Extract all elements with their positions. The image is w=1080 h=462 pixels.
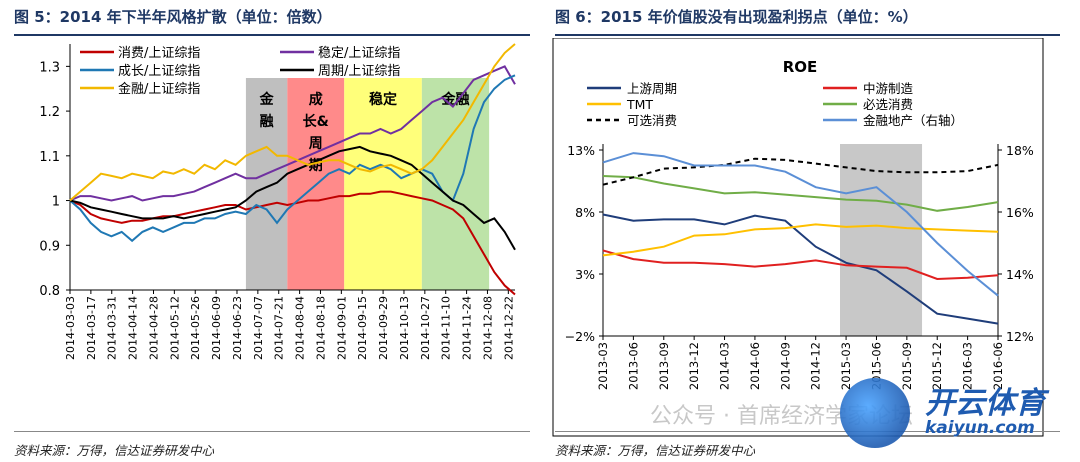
right-title-rule: [555, 34, 1060, 36]
x-tick-label: 2013-09: [657, 342, 671, 390]
right-y-tick-label: 12%: [1006, 329, 1034, 344]
left-figure-title: 图 5：2014 年下半年风格扩散（单位：倍数）: [14, 8, 332, 26]
x-tick-label: 2014-06-09: [210, 296, 223, 360]
series-line-4: [602, 157, 999, 186]
x-tick-label: 2015-09: [900, 342, 914, 390]
legend-label-2: TMT: [626, 97, 653, 112]
x-tick-label: 2014-05-26: [189, 296, 202, 360]
x-tick-label: 2013-03: [596, 342, 610, 390]
left-source: 资料来源：万得，信达证券研发中心: [14, 443, 215, 458]
x-tick-label: 2016-06: [991, 342, 1005, 390]
series-line-2: [69, 74, 516, 243]
legend-label-2: 成长/上证综指: [118, 64, 200, 79]
series-line-5: [602, 152, 999, 297]
region-band-2: [344, 78, 422, 290]
x-tick-label: 2014-03-17: [85, 296, 98, 360]
series-line-3: [69, 145, 516, 251]
x-tick-label: 2014-03-03: [64, 296, 77, 360]
x-tick-label: 2014-07-21: [273, 296, 286, 360]
x-tick-label: 2014-03: [718, 342, 732, 390]
right-y-tick-label: 16%: [1006, 205, 1034, 220]
legend-label-1: 中游制造: [863, 81, 914, 96]
x-tick-label: 2014-09-01: [335, 296, 348, 360]
legend-label-3: 周期/上证综指: [318, 64, 400, 79]
logo-cn: 开云体育: [925, 386, 1045, 421]
left-bottom-rule: [14, 431, 530, 432]
chart-title: ROE: [783, 58, 818, 76]
x-tick-label: 2014-09: [778, 342, 792, 390]
x-tick-label: 2014-04-28: [147, 296, 160, 360]
region-label-0: 融: [260, 113, 274, 130]
left-y-tick-label: 13%: [567, 143, 595, 158]
region-label-1: 成: [309, 91, 323, 108]
x-tick-label: 2014-12-22: [502, 296, 515, 360]
left-panel: 图 5：2014 年下半年风格扩散（单位：倍数） 金融成长& 周期稳定 金融 0.8 0…: [14, 8, 530, 458]
y-tick-label: 1.2: [39, 105, 60, 120]
legend-label-5: 金融地产（右轴）: [863, 113, 963, 128]
x-tick-label: 2014-03-31: [106, 296, 119, 360]
left-y-tick-label: 3%: [575, 267, 595, 282]
x-tick-label: 2015-03: [839, 342, 853, 390]
x-tick-label: 2014-04-14: [127, 296, 140, 360]
series-line-3: [602, 175, 999, 212]
series-line-1: [69, 65, 516, 202]
series-line-2: [602, 223, 999, 257]
x-tick-label: 2014-12-08: [481, 296, 494, 360]
kaiyun-logo-icon: [840, 378, 910, 448]
right-y-tick-label: 18%: [1006, 143, 1034, 158]
region-label-2: 稳定: [369, 91, 397, 108]
x-tick-label: 2015-12: [930, 342, 944, 390]
region-band-0: [245, 78, 288, 290]
region-band-3: [421, 78, 490, 290]
left-title-rule: [14, 34, 530, 36]
x-tick-label: 2014-09-15: [356, 296, 369, 360]
x-tick-label: 2014-06-23: [231, 296, 244, 360]
x-tick-label: 2014-08-04: [294, 296, 307, 360]
region-label-1: 周: [309, 136, 323, 152]
y-tick-label: 0.9: [39, 239, 60, 254]
x-tick-label: 2014-10-27: [419, 296, 432, 360]
x-tick-label: 2014-10-13: [398, 296, 411, 360]
right-y-tick-label: 14%: [1006, 267, 1034, 282]
shade-band: [840, 144, 923, 336]
series-line-0: [602, 213, 999, 325]
chart-frame: [552, 38, 1044, 437]
right-figure-title: 图 6：2015 年价值股没有出现盈利拐点（单位：%）: [555, 8, 918, 26]
right-bottom-rule: [555, 431, 1060, 432]
right-source: 资料来源：万得，信达证券研发中心: [555, 443, 756, 458]
x-tick-label: 2014-11-10: [440, 296, 453, 360]
x-tick-label: 2016-03: [961, 342, 975, 390]
series-line-1: [602, 249, 999, 281]
left-y-tick-label: −2%: [565, 329, 595, 344]
x-tick-label: 2014-07-07: [252, 296, 265, 360]
legend-label-3: 必选消费: [863, 97, 913, 112]
legend-label-4: 金融/上证综指: [118, 81, 200, 97]
y-tick-label: 1: [52, 195, 60, 210]
x-tick-label: 2014-06: [748, 342, 762, 390]
x-tick-label: 2014-05-12: [168, 296, 181, 360]
right-chart: ROE −2% 3% 8% 13% 12% 14% 16% 18% 2013-03 2013-06 2…: [552, 38, 1044, 437]
legend-label-4: 可选消费: [627, 113, 677, 128]
region-label-1: 长&: [303, 113, 329, 130]
y-tick-label: 0.8: [39, 284, 60, 299]
region-label-0: 金: [259, 91, 275, 108]
x-tick-label: 2013-12: [687, 342, 701, 390]
left-y-tick-label: 8%: [575, 205, 595, 220]
y-tick-label: 1.1: [39, 150, 60, 165]
x-tick-label: 2014-12: [809, 342, 823, 390]
legend-label-0: 上游周期: [627, 81, 677, 96]
y-tick-label: 1.3: [39, 60, 60, 75]
x-tick-label: 2014-09-29: [377, 296, 390, 360]
logo-en: kaiyun.com: [925, 418, 1035, 438]
series-line-4: [69, 43, 516, 202]
x-tick-label: 2014-11-24: [461, 296, 474, 360]
x-tick-label: 2013-06: [626, 342, 640, 390]
right-panel: 图 6：2015 年价值股没有出现盈利拐点（单位：%） ROE −2% 3% 8% 13…: [545, 0, 1080, 462]
x-tick-label: 2014-08-18: [314, 296, 327, 360]
legend-label-0: 消费/上证综指: [118, 46, 200, 61]
legend-label-1: 稳定/上证综指: [318, 45, 400, 61]
